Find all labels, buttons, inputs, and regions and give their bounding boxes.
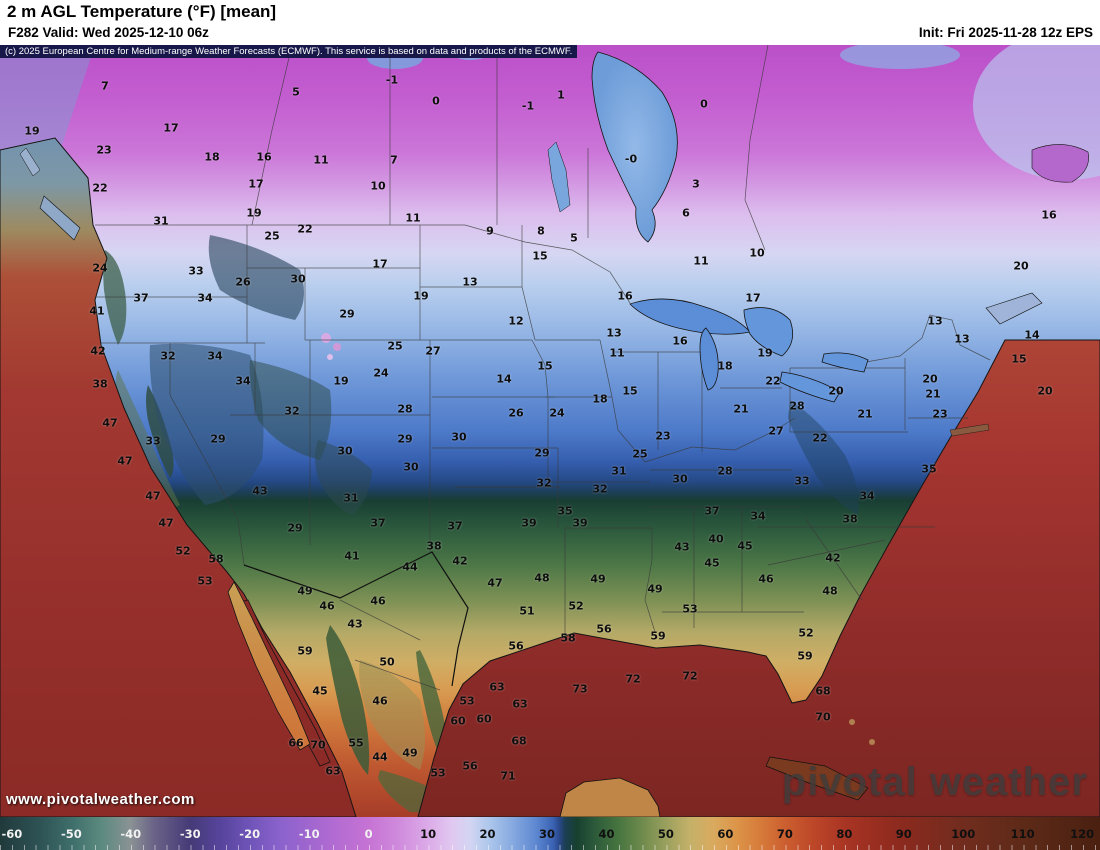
baja-california <box>227 581 311 751</box>
valid-time-label: F282 Valid: Wed 2025-12-10 06z <box>8 25 209 40</box>
colorbar-tick-label: 30 <box>539 826 556 841</box>
inland-water <box>367 41 960 243</box>
colorado-plateau-terrain <box>249 360 332 460</box>
newfoundland <box>1031 144 1089 183</box>
bahamas <box>849 719 855 725</box>
colorbar-tick-label: 70 <box>776 826 793 841</box>
islands <box>19 144 1089 817</box>
colorado-cold-peak <box>327 354 333 360</box>
nova-scotia <box>985 292 1043 325</box>
colorbar-tick-label: -60 <box>1 826 23 841</box>
northern-rockies-terrain <box>208 235 304 320</box>
temperature-map-canvas[interactable] <box>0 0 1100 817</box>
long-island <box>949 423 990 437</box>
northern-waters <box>840 41 960 69</box>
cascades-terrain <box>103 250 127 345</box>
colorbar-tick-label: 100 <box>951 826 976 841</box>
lake-winnipeg <box>547 141 571 213</box>
atlantic-ocean-and-gulf <box>417 339 1100 817</box>
vancouver-island <box>39 195 81 241</box>
california-coast-range <box>115 370 180 507</box>
yucatan <box>559 777 661 817</box>
colorbar-tick-label: 20 <box>479 826 496 841</box>
init-time-label: Init: Fri 2025-11-28 12z EPS <box>918 25 1093 40</box>
colorbar-tick-label: 0 <box>364 826 373 841</box>
mogollon-terrain <box>315 440 372 515</box>
brand-logo: pivotal weather <box>781 760 1088 804</box>
sierra-madre-occidental <box>326 625 370 775</box>
colorbar-tick-label: 90 <box>895 826 912 841</box>
sierra-nevada-terrain <box>146 385 174 478</box>
colorbar-tick-label: 10 <box>420 826 437 841</box>
colorado-cold-peak <box>333 343 341 351</box>
colorbar-tick-label: 60 <box>717 826 734 841</box>
lake-michigan <box>699 327 719 391</box>
colorbar-tick-label: 40 <box>598 826 615 841</box>
great-basin-terrain <box>149 343 264 505</box>
colorbar-legend: -60 -50 -40 -30 -20 -10 0 10 20 30 40 50 60 70 80 90 100… <box>0 817 1100 850</box>
great-lakes <box>629 298 869 403</box>
watermark-url: www.pivotalweather.com <box>6 791 195 808</box>
colorbar-tick-label: -30 <box>179 826 201 841</box>
mexican-altiplano <box>359 660 425 770</box>
hudson-bay <box>591 51 678 243</box>
lake-ontario <box>821 352 869 373</box>
colorbar-minor-ticks <box>0 845 1100 850</box>
lake-huron <box>743 307 794 357</box>
us-mexico-border <box>243 551 469 687</box>
labrador-sea-cool-patch <box>973 30 1100 180</box>
lake-erie <box>779 371 841 403</box>
colorado-cold-peak <box>321 333 331 343</box>
bahamas <box>869 739 875 745</box>
colorbar-tick-label: 80 <box>836 826 853 841</box>
appalachians-terrain <box>788 400 859 515</box>
haida-gwaii <box>19 147 41 177</box>
state-borders <box>95 44 991 691</box>
copyright-bar: (c) 2025 European Centre for Medium-rang… <box>0 45 578 58</box>
map-header: 2 m AGL Temperature (°F) [mean] F282 Val… <box>0 0 1100 45</box>
colorbar-tick-label: -40 <box>120 826 142 841</box>
page-title: 2 m AGL Temperature (°F) [mean] <box>7 2 277 21</box>
colorbar-tick-label: 110 <box>1010 826 1035 841</box>
colorbar-tick-label: -20 <box>239 826 261 841</box>
colorbar-tick-label: -50 <box>60 826 82 841</box>
cuba <box>765 756 869 801</box>
colorbar-tick-label: 120 <box>1070 826 1095 841</box>
colorbar-tick-label: 50 <box>657 826 674 841</box>
colorbar-tick-label: -10 <box>298 826 320 841</box>
